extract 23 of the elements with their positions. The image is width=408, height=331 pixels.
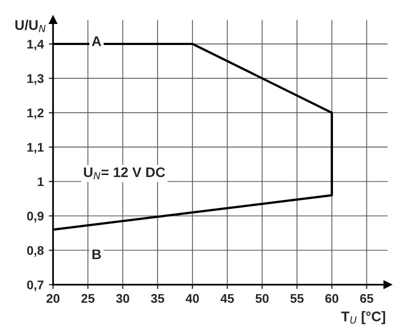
x-tick-label: 60 <box>325 294 338 303</box>
y-tick-label: 1,3 <box>27 74 44 85</box>
annotation: U$_{N}$= 12 V DC <box>84 167 166 180</box>
x-tick-label: 35 <box>150 294 164 303</box>
x-tick-label: 45 <box>220 294 234 303</box>
y-tick-label: 0,7 <box>27 280 44 292</box>
x-tick-label: 30 <box>116 294 130 303</box>
y-tick-label: 1,1 <box>27 143 44 154</box>
y-tick-label: 1,2 <box>27 108 44 120</box>
annotation: B <box>92 250 101 260</box>
y-tick-label: 0,8 <box>27 246 44 257</box>
x-tick-label: 50 <box>256 294 269 303</box>
x-tick-label: 25 <box>81 294 94 303</box>
x-axis-title: T$_{U}$ [°C] <box>341 311 386 324</box>
x-tick-label: 55 <box>290 294 304 303</box>
x-tick-label: 40 <box>186 294 199 303</box>
annotation: A <box>92 36 102 46</box>
y-tick-label: 1,4 <box>27 40 44 50</box>
y-tick-label: 1 <box>38 177 44 186</box>
x-tick-label: 65 <box>360 294 374 303</box>
y-axis-title: U/U$_{N}$ <box>15 20 46 32</box>
y-tick-label: 0,9 <box>27 212 44 222</box>
x-tick-label: 20 <box>46 294 60 303</box>
